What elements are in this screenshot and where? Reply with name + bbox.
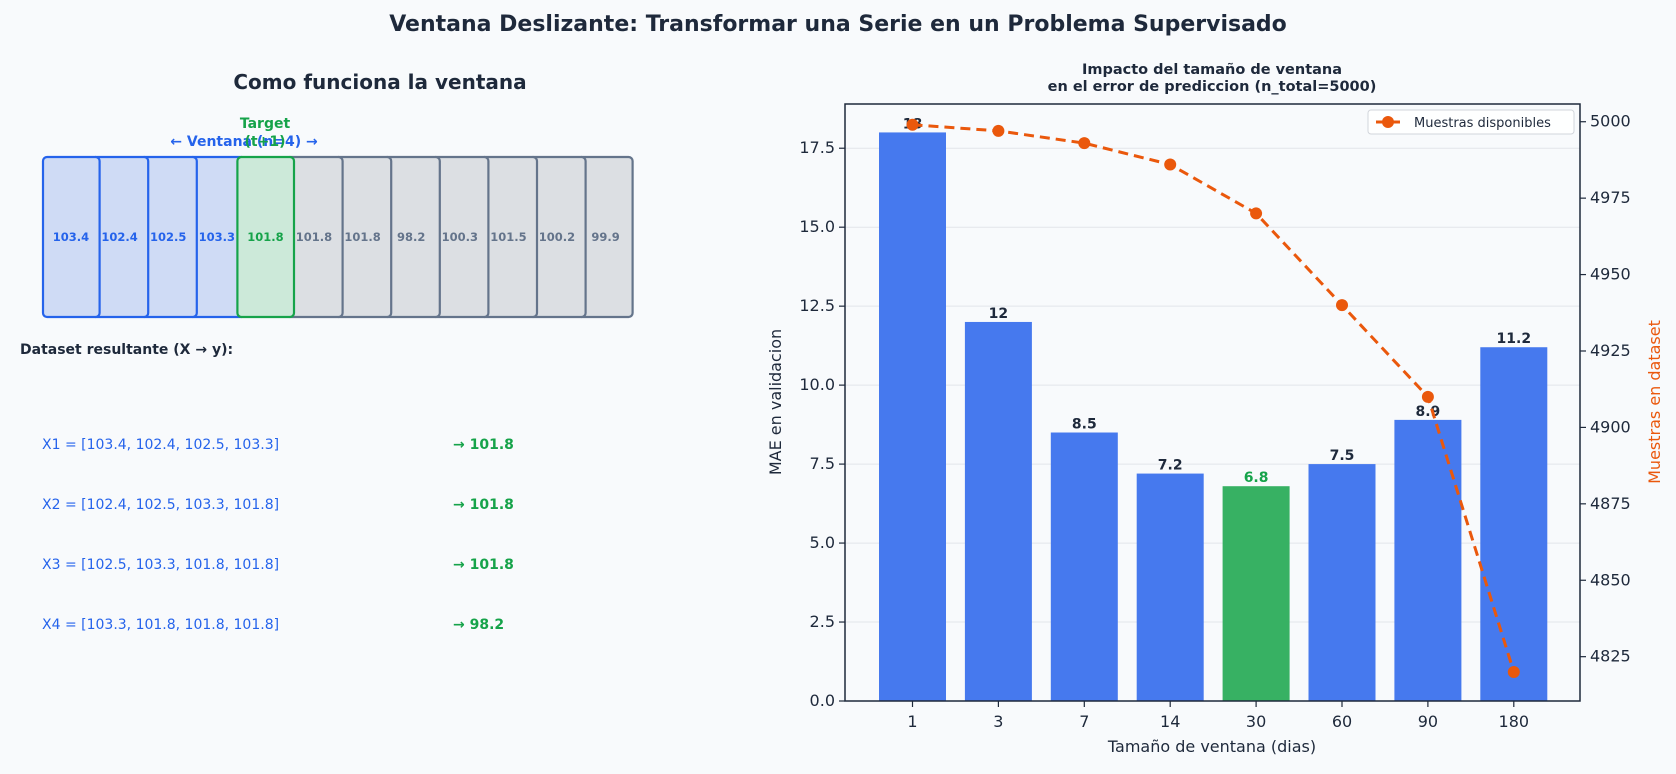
samples-point — [1250, 207, 1263, 220]
x-tick-label: 30 — [1246, 712, 1266, 731]
dataset-rows: X1 = [103.4, 102.4, 102.5, 103.3] → 101.8… — [42, 437, 514, 633]
samples-point — [1078, 137, 1091, 150]
series-value: 99.9 — [591, 230, 619, 244]
series-value: 101.5 — [490, 230, 526, 244]
bar — [1136, 473, 1204, 701]
y-tick-label: 2.5 — [810, 612, 835, 631]
y-tick-label: 17.5 — [799, 138, 835, 157]
series-value: 101.8 — [344, 230, 380, 244]
y-tick-label: 12.5 — [799, 296, 835, 315]
chart-title-line-1: Impacto del tamaño de ventana — [1082, 62, 1342, 78]
x-tick-label: 3 — [993, 712, 1003, 731]
dataset-row-x: X4 = [103.3, 101.8, 101.8, 101.8] — [42, 617, 279, 633]
series-value: 101.8 — [296, 230, 332, 244]
dataset-row-y: → 101.8 — [453, 557, 514, 573]
dataset-row-x: X2 = [102.4, 102.5, 103.3, 101.8] — [42, 497, 279, 513]
series-value: 100.2 — [539, 230, 575, 244]
window-box — [41, 155, 101, 319]
series-value: 103.4 — [53, 230, 89, 244]
bar — [1308, 464, 1376, 701]
window-size-chart: 18128.57.26.87.58.911.2 0.02.55.07.510.0… — [766, 62, 1664, 756]
target-label: Target — [240, 116, 291, 132]
dataset-row-y: → 101.8 — [453, 437, 514, 453]
x-tick-label: 7 — [1079, 712, 1089, 731]
samples-line-path — [912, 123, 1516, 673]
bar — [1394, 419, 1462, 701]
chart-title-line-2: en el error de prediccion (n_total=5000) — [1048, 79, 1377, 95]
bar — [964, 321, 1032, 701]
y-axis-ticks: 0.0 2.5 5.0 7.5 10.0 12.5 15.0 17.5 — [799, 138, 845, 710]
target-sublabel: (t+1) — [245, 134, 286, 150]
samples-line — [906, 118, 1520, 678]
samples-point — [992, 124, 1005, 137]
bar-value-label: 8.9 — [1415, 404, 1440, 420]
x-tick-label: 1 — [907, 712, 917, 731]
bar-value-label: 6.8 — [1244, 470, 1269, 486]
x-tick-label: 60 — [1332, 712, 1352, 731]
series-value: 103.3 — [199, 230, 235, 244]
legend: Muestras disponibles — [1367, 109, 1575, 135]
y2-tick-label: 5000 — [1590, 112, 1631, 131]
samples-point — [906, 118, 919, 131]
bar-value-label: 7.5 — [1330, 448, 1355, 464]
bars — [879, 132, 1548, 701]
y2-tick-label: 4850 — [1590, 570, 1631, 589]
y2-tick-label: 4950 — [1590, 265, 1631, 284]
y2-axis-label: Muestras en dataset — [1645, 320, 1664, 484]
bar-value-label: 7.2 — [1158, 458, 1183, 474]
y2-tick-label: 4875 — [1590, 494, 1631, 513]
figure-suptitle: Ventana Deslizante: Transformar una Seri… — [389, 12, 1287, 37]
y-tick-label: 7.5 — [810, 454, 835, 473]
y2-axis-ticks: 4825 4850 4875 4900 4925 4950 4975 5000 — [1580, 112, 1631, 666]
y-tick-label: 5.0 — [810, 533, 835, 552]
dataset-row-y: → 101.8 — [453, 497, 514, 513]
legend-marker-swatch — [1382, 116, 1394, 128]
y2-tick-label: 4925 — [1590, 341, 1631, 360]
y-tick-label: 0.0 — [810, 691, 835, 710]
bar-value-label: 8.5 — [1072, 417, 1097, 433]
y2-tick-label: 4825 — [1590, 647, 1631, 666]
series-value: 102.4 — [101, 230, 137, 244]
dataset-row-x: X1 = [103.4, 102.4, 102.5, 103.3] — [42, 437, 279, 453]
left-panel-title: Como funciona la ventana — [233, 70, 526, 94]
y-tick-label: 15.0 — [799, 217, 835, 236]
bar-highlight — [1222, 486, 1290, 701]
y-tick-label: 10.0 — [799, 375, 835, 394]
x-tick-label: 14 — [1160, 712, 1180, 731]
samples-point — [1507, 665, 1520, 678]
plot-frame — [844, 103, 1581, 702]
target-box — [236, 155, 296, 319]
bar — [1050, 432, 1118, 701]
y2-tick-label: 4975 — [1590, 188, 1631, 207]
dataset-title: Dataset resultante (X → y): — [20, 342, 233, 358]
sliding-window-panel: Como funciona la ventana 103.4 102.4 102.5… — [20, 70, 634, 633]
legend-label: Muestras disponibles — [1414, 116, 1551, 131]
legend-box — [1367, 109, 1575, 135]
series-value: 98.2 — [397, 230, 425, 244]
x-axis-ticks: 1 3 7 14 30 60 90 180 — [907, 701, 1529, 731]
series-boxes: 103.4 102.4 102.5 103.3 101.8 101.8 101.8 98.2 1… — [41, 155, 634, 319]
x-tick-label: 180 — [1499, 712, 1530, 731]
x-axis-label: Tamaño de ventana (dias) — [1107, 737, 1316, 756]
plot-area — [845, 104, 1580, 701]
y-axis-label: MAE en validacion — [766, 329, 785, 475]
bar-value-labels: 18128.57.26.87.58.911.2 — [903, 116, 1531, 486]
dataset-row-x: X3 = [102.5, 103.3, 101.8, 101.8] — [42, 557, 279, 573]
bar-value-label: 12 — [989, 306, 1008, 322]
bar — [879, 132, 946, 701]
dataset-row-y: → 98.2 — [453, 617, 504, 633]
y2-tick-label: 4900 — [1590, 417, 1631, 436]
series-value: 100.3 — [442, 230, 478, 244]
x-tick-label: 90 — [1418, 712, 1438, 731]
samples-point — [1164, 158, 1177, 171]
samples-point — [1336, 299, 1348, 312]
series-value: 101.8 — [247, 230, 283, 244]
bar-value-label: 11.2 — [1497, 331, 1532, 347]
window-label: ← Ventana (n=4) → — [170, 134, 318, 150]
bar — [1480, 347, 1548, 701]
series-value: 102.5 — [150, 230, 186, 244]
samples-point — [1421, 390, 1434, 403]
